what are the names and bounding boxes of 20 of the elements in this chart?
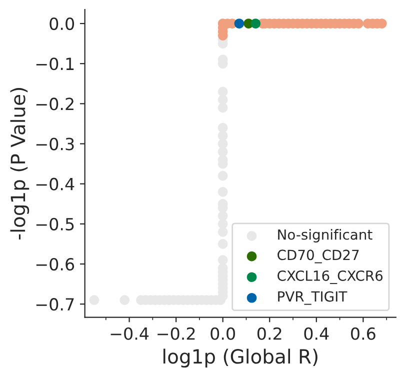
legend-label: PVR_TIGIT — [278, 291, 348, 305]
x-tick-label: 0.4 — [304, 327, 329, 340]
x-tick-label: 0.0 — [210, 327, 235, 340]
x-axis-title: log1p (Global R) — [163, 348, 318, 368]
y-tick-label: −0.6 — [36, 258, 74, 271]
y-tick-label: −0.3 — [36, 138, 74, 150]
x-tick-label: −0.4 — [110, 327, 149, 340]
legend-label: CXCL16_CXCR6 — [278, 270, 383, 284]
y-tick-label: −0.1 — [36, 58, 74, 70]
legend-label: No-significant — [278, 229, 372, 242]
y-tick-label: −0.5 — [36, 218, 74, 230]
x-tick-label: 0.2 — [257, 327, 282, 340]
y-tick-label: −0.7 — [36, 298, 74, 311]
y-axis-title: -log1p (P Value) — [10, 88, 30, 240]
y-tick-label: −0.4 — [36, 178, 74, 190]
y-tick-label: −0.2 — [36, 98, 74, 110]
y-tick-label: 0.0 — [50, 17, 74, 30]
x-tick-label: 0.6 — [351, 327, 376, 340]
x-tick-label: −0.2 — [158, 327, 195, 340]
legend-label: CD70_CD27 — [278, 250, 359, 264]
